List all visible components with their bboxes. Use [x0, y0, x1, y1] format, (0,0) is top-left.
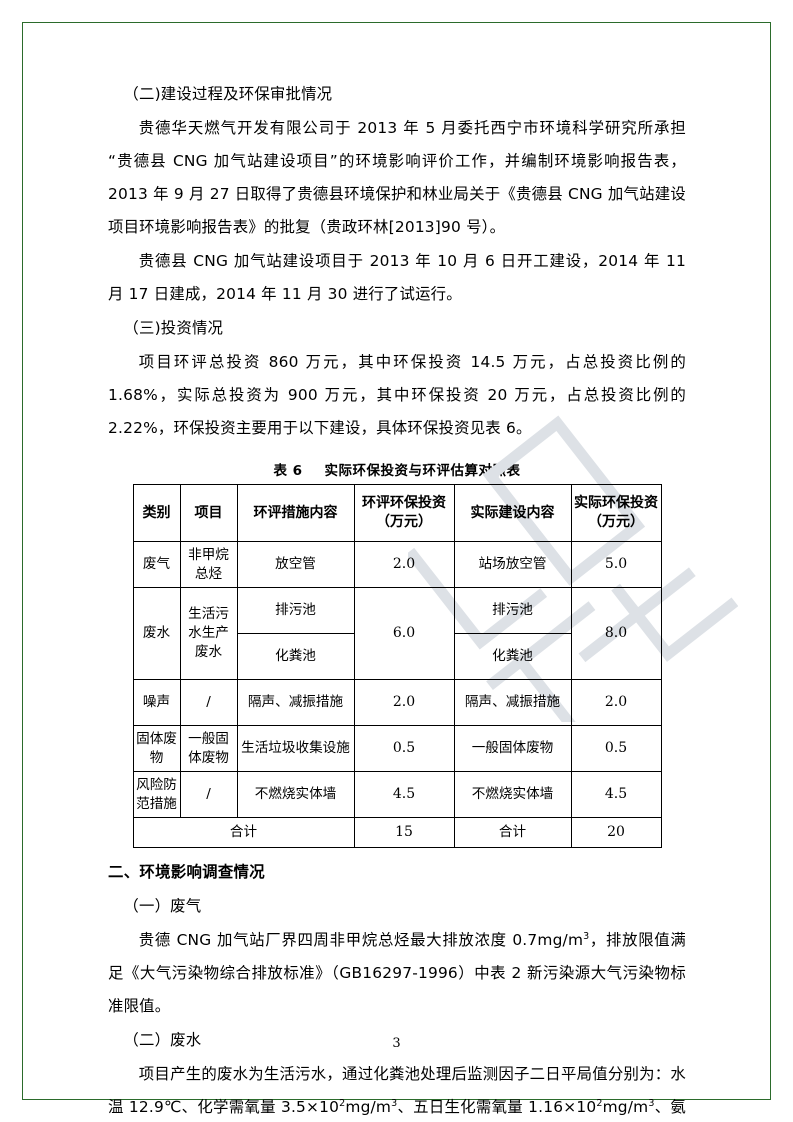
document-body: （二)建设过程及环保审批情况 贵德华天燃气开发有限公司于 2013 年 5 月委…: [108, 78, 686, 1122]
cell-eia-measure: 生活垃圾收集设施: [236, 725, 355, 772]
paragraph-waste-gas: 贵德 CNG 加气站厂界四周非甲烷总烃最大排放浓度 0.7mg/m3，排放限值满…: [108, 924, 686, 1023]
cell-eia-measure: 排污池: [236, 587, 355, 634]
cell-eia-measure: 化粪池: [236, 633, 355, 680]
cell-actual-investment: 0.5: [570, 725, 662, 772]
header-actual-investment-line2: （万元）: [588, 514, 644, 530]
ww-text-5: 、氨氮 30.9mg/m: [654, 1098, 687, 1116]
cell-actual-content: 排污池: [453, 587, 572, 634]
cell-eia-measure: 不燃烧实体墙: [236, 771, 355, 818]
cell-eia-measure: 隔声、减振措施: [236, 679, 355, 726]
total-actual-investment: 20: [570, 817, 662, 848]
cell-eia-measure: 放空管: [236, 541, 355, 588]
cell-actual-content: 不燃烧实体墙: [453, 771, 572, 818]
total-eia-investment: 15: [353, 817, 455, 848]
cell-actual-investment: 4.5: [570, 771, 662, 818]
header-actual-investment: 实际环保投资 （万元）: [570, 484, 662, 542]
section-heading-construction: （二)建设过程及环保审批情况: [123, 85, 333, 103]
page-number: 3: [392, 1036, 401, 1051]
table-caption-title: 实际环保投资与环评估算对照表: [324, 463, 521, 479]
cell-project: 生活污水生产废水: [179, 587, 238, 680]
paragraph-investment-details: 项目环评总投资 860 万元，其中环保投资 14.5 万元，占总投资比例的 1.…: [108, 353, 686, 437]
paragraph-waste-water: 项目产生的废水为生活污水，通过化粪池处理后监测因子二日平局值分别为：水温 12.…: [108, 1058, 686, 1122]
environmental-investment-table: 类别 项目 环评措施内容 环评环保投资 （万元） 实际建设内容 实际环保投资 （…: [132, 484, 662, 848]
paragraph-construction-timeline: 贵德县 CNG 加气站建设项目于 2013 年 10 月 6 日开工建设，201…: [108, 252, 686, 303]
cell-actual-investment: 8.0: [570, 587, 662, 680]
cell-category: 固体废物: [132, 725, 181, 772]
subsection-heading-waste-water: （二）废水: [123, 1031, 202, 1049]
table-row: 噪声 / 隔声、减振措施 2.0 隔声、减振措施 2.0: [132, 679, 662, 726]
header-eia-measure: 环评措施内容: [236, 484, 355, 542]
subsection-heading-waste-gas: （一）废气: [123, 897, 202, 915]
cell-project: 非甲烷总烃: [179, 541, 238, 588]
cell-category: 废水: [132, 587, 181, 680]
header-actual-investment-line1: 实际环保投资: [574, 495, 658, 511]
header-eia-investment-line2: （万元）: [376, 514, 432, 530]
cell-eia-investment: 4.5: [353, 771, 455, 818]
paragraph-eia-approval: 贵德华天燃气开发有限公司于 2013 年 5 月委托西宁市环境科学研究所承担 “…: [108, 119, 686, 236]
waste-gas-text-b: ，排放限值满足《大气污染物综合排放标准》（GB16297-1996）中表 2 新…: [108, 931, 686, 1015]
table-row: 风险防范措施 / 不燃烧实体墙 4.5 不燃烧实体墙 4.5: [132, 771, 662, 818]
table-row: 废水 生活污水生产废水 排污池 6.0 排污池 8.0: [132, 587, 662, 680]
cell-project: /: [179, 679, 238, 726]
cell-actual-content: 隔声、减振措施: [453, 679, 572, 726]
waste-gas-text-a: 贵德 CNG 加气站厂界四周非甲烷总烃最大排放浓度 0.7mg/m: [138, 931, 584, 949]
header-category: 类别: [132, 484, 181, 542]
ww-sup-bod-unit: 3: [648, 1097, 655, 1109]
table-header-row: 类别 项目 环评措施内容 环评环保投资 （万元） 实际建设内容 实际环保投资 （…: [132, 484, 662, 542]
section-heading-impact-survey: 二、环境影响调查情况: [108, 863, 265, 881]
ww-sup-bod-exp: 2: [596, 1097, 603, 1109]
cell-category: 噪声: [132, 679, 181, 726]
cell-actual-content: 化粪池: [453, 633, 572, 680]
ww-text-1: 项目产生的废水为生活污水，通过化粪池处理后监测因子二日平局值分别为：水温 12.…: [108, 1065, 686, 1116]
header-project: 项目: [179, 484, 238, 542]
cell-project: 一般固体废物: [179, 725, 238, 772]
header-eia-investment: 环评环保投资 （万元）: [353, 484, 455, 542]
header-eia-investment-line1: 环评环保投资: [362, 495, 446, 511]
cell-category: 风险防范措施: [132, 771, 181, 818]
total-label-left: 合计: [132, 817, 355, 848]
cell-eia-investment: 0.5: [353, 725, 455, 772]
table-caption-number: 表 6: [273, 463, 303, 479]
section-heading-investment: （三)投资情况: [123, 319, 224, 337]
cell-actual-investment: 2.0: [570, 679, 662, 726]
ww-text-4: mg/m: [602, 1098, 649, 1116]
waste-gas-sup-unit: 3: [583, 930, 590, 942]
cell-eia-investment: 2.0: [353, 679, 455, 726]
ww-text-2: mg/m: [345, 1098, 392, 1116]
total-label-right: 合计: [453, 817, 572, 848]
cell-eia-investment: 2.0: [353, 541, 455, 588]
cell-eia-investment: 6.0: [353, 587, 455, 680]
cell-actual-content: 一般固体废物: [453, 725, 572, 772]
table-total-row: 合计 15 合计 20: [132, 817, 662, 848]
header-actual-content: 实际建设内容: [453, 484, 572, 542]
ww-sup-cod-exp: 2: [339, 1097, 346, 1109]
table-row: 固体废物 一般固体废物 生活垃圾收集设施 0.5 一般固体废物 0.5: [132, 725, 662, 772]
table-caption: 表 6 实际环保投资与环评估算对照表: [108, 459, 686, 479]
cell-actual-content: 站场放空管: [453, 541, 572, 588]
cell-actual-investment: 5.0: [570, 541, 662, 588]
cell-project: /: [179, 771, 238, 818]
cell-category: 废气: [132, 541, 181, 588]
table-row: 废气 非甲烷总烃 放空管 2.0 站场放空管 5.0: [132, 541, 662, 588]
ww-text-3: 、五日生化需氧量 1.16×10: [397, 1098, 597, 1116]
ww-sup-cod-unit: 3: [391, 1097, 398, 1109]
